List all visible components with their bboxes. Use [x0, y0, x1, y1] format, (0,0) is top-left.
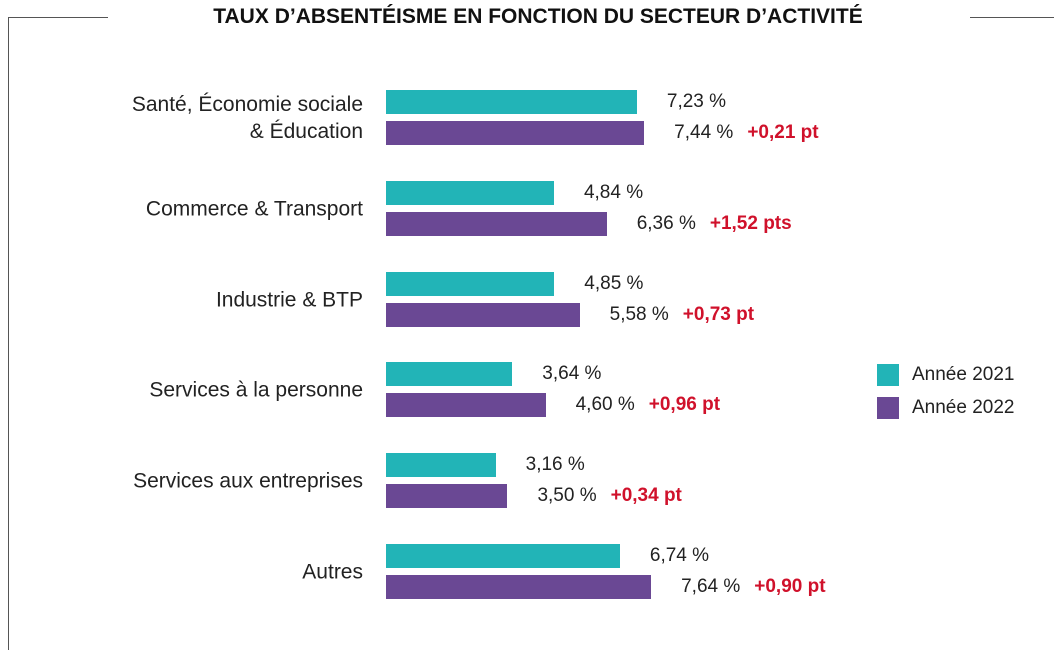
- value-label: 3,64 %: [542, 363, 602, 385]
- legend-label: Année 2022: [912, 397, 1015, 418]
- value-label: 4,60 %: [575, 394, 635, 416]
- value-label: 6,74 %: [649, 545, 710, 566]
- bar: [386, 575, 652, 599]
- category-label: Autres: [302, 560, 363, 584]
- value-label-row: 4,85 %: [584, 272, 643, 296]
- bar: [386, 302, 580, 327]
- value-label: 4,85 %: [584, 272, 644, 294]
- legend-swatch: [877, 364, 899, 386]
- value-label: 4,84 %: [583, 181, 644, 203]
- bar: [386, 393, 546, 418]
- value-label-row: 3,16 %: [526, 453, 585, 477]
- annotation: +1,52 pts: [709, 212, 792, 234]
- category-label: Industrie & BTP: [215, 288, 363, 312]
- bar: [386, 90, 637, 114]
- bar: [386, 484, 508, 509]
- annotation: +0,90 pt: [754, 576, 826, 597]
- value-label-row: 7,64 % +0,90 pt: [681, 575, 825, 599]
- category-label: Services aux entreprises: [133, 469, 363, 493]
- value-label-row: 6,36 % +1,52 pts: [637, 212, 792, 236]
- value-label-row: 5,58 % +0,73 pt: [610, 303, 754, 327]
- bar: [386, 362, 513, 387]
- value-label: 7,23 %: [666, 91, 727, 112]
- value-label-row: 7,44 % +0,21 pt: [674, 121, 818, 145]
- bar: [386, 211, 607, 236]
- value-label: 3,16 %: [525, 454, 585, 476]
- bar: [386, 271, 555, 296]
- bar: [386, 453, 496, 478]
- value-label-row: 6,74 %: [650, 544, 709, 568]
- value-label: 6,36 %: [636, 212, 696, 234]
- value-label: 5,58 %: [609, 303, 669, 325]
- value-label: 7,44 %: [674, 122, 734, 143]
- legend-label: Année 2021: [912, 364, 1015, 385]
- annotation: +0,96 pt: [648, 394, 721, 416]
- frame-line: [970, 17, 1054, 18]
- category-label: Services à la personne: [149, 378, 363, 402]
- value-label-row: 3,50 % +0,34 pt: [537, 484, 681, 508]
- legend-swatch: [877, 397, 899, 419]
- frame-line: [8, 17, 9, 650]
- value-label-row: 4,84 %: [584, 181, 643, 205]
- value-label-row: 4,60 % +0,96 pt: [576, 393, 720, 417]
- value-label: 3,50 %: [537, 485, 597, 507]
- bar: [386, 121, 645, 145]
- frame-line: [8, 17, 108, 18]
- value-label-row: 3,64 %: [542, 362, 601, 386]
- category-label: Commerce & Transport: [145, 197, 363, 221]
- annotation: +0,34 pt: [610, 485, 682, 507]
- category-label: Santé, Économie sociale & Éducation: [131, 93, 363, 143]
- value-label: 7,64 %: [681, 576, 741, 597]
- bar: [386, 180, 554, 205]
- annotation: +0,73 pt: [682, 303, 755, 325]
- annotation: +0,21 pt: [747, 122, 819, 143]
- chart-title: TAUX D’ABSENTÉISME EN FONCTION DU SECTEU…: [213, 5, 863, 28]
- bar: [386, 544, 620, 568]
- value-label-row: 7,23 %: [667, 90, 726, 114]
